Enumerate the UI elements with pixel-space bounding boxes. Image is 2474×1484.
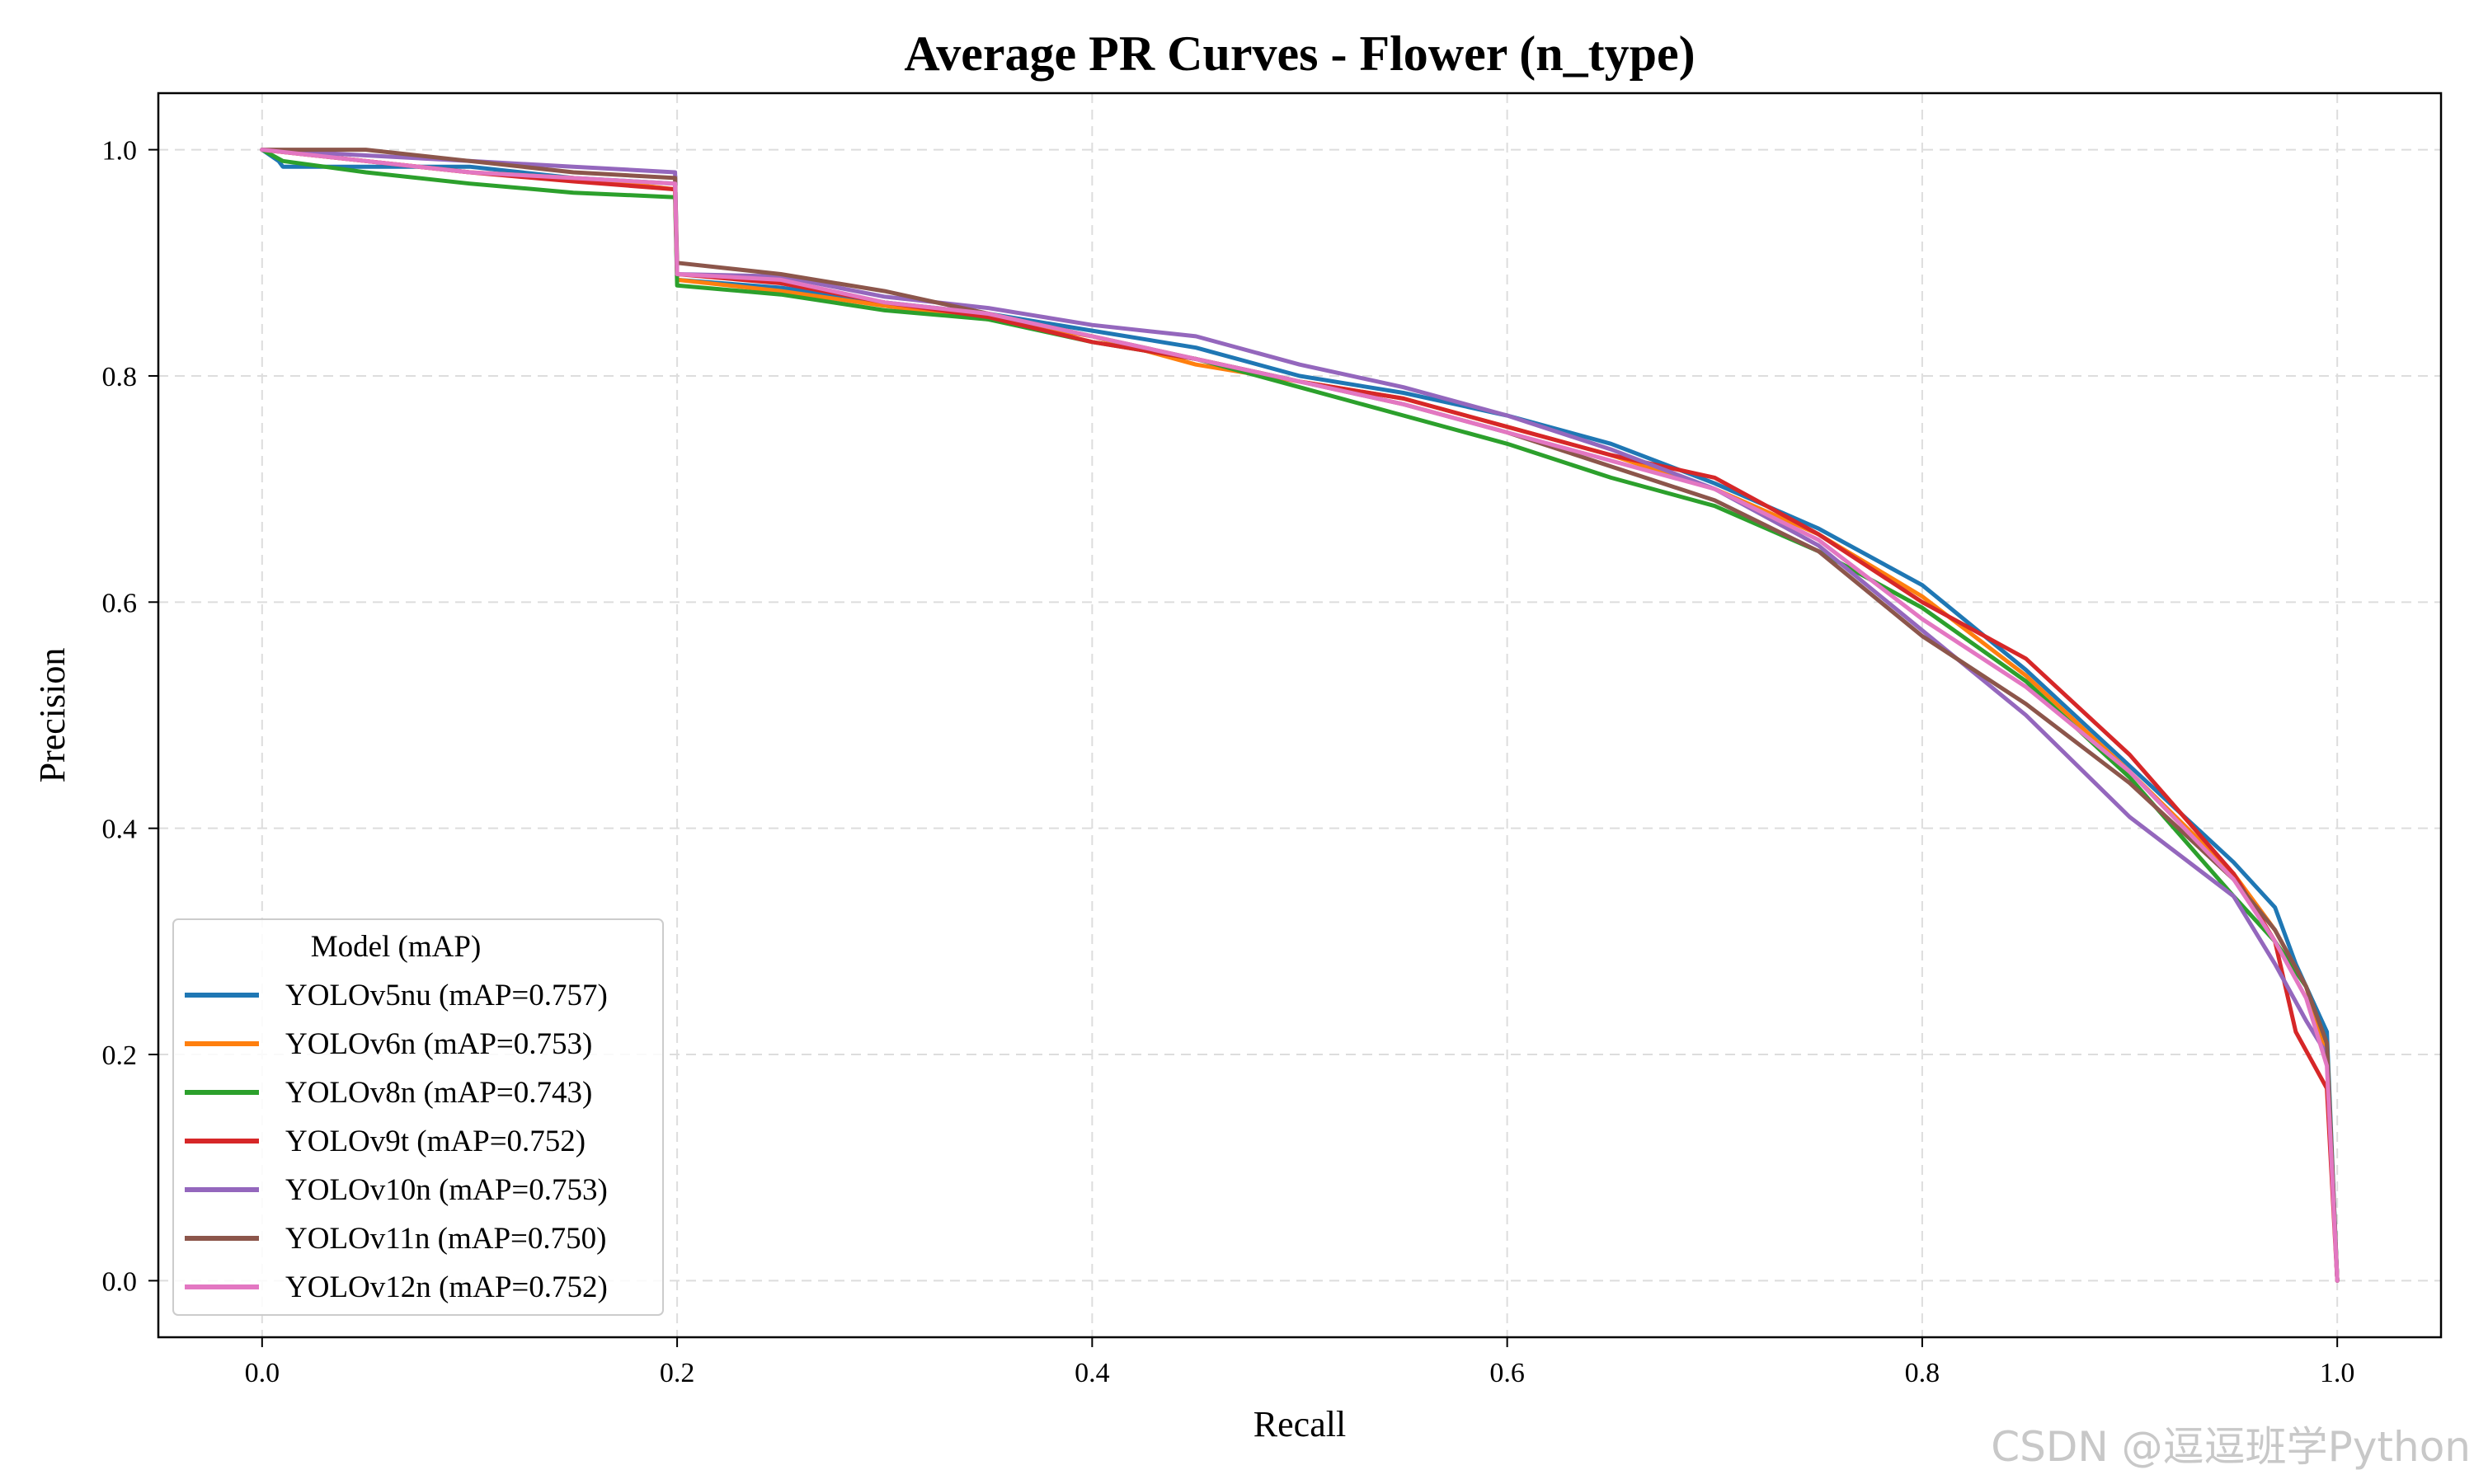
- series-line: [260, 148, 2340, 1283]
- legend-label: YOLOv11n (mAP=0.750): [285, 1222, 606, 1256]
- y-tick-label: 0.2: [102, 1040, 138, 1071]
- x-tick-label: 0.6: [1489, 1358, 1525, 1388]
- y-axis-title: Precision: [32, 648, 73, 783]
- x-tick-label: 1.0: [2320, 1358, 2355, 1388]
- x-tick-label: 0.2: [660, 1358, 695, 1388]
- x-tick-label: 0.4: [1075, 1358, 1110, 1388]
- legend-label: YOLOv8n (mAP=0.743): [285, 1076, 592, 1110]
- series-line: [260, 148, 2340, 1283]
- series-line: [260, 148, 2340, 1283]
- legend-label: YOLOv12n (mAP=0.752): [285, 1270, 608, 1304]
- chart-title: Average PR Curves - Flower (n_type): [904, 26, 1695, 81]
- legend-title: Model (mAP): [311, 930, 482, 964]
- legend-label: YOLOv6n (mAP=0.753): [285, 1027, 592, 1061]
- axis-ticks: 0.0 0.2 0.4 0.6 0.8 1.0 0.0 0.2 0.4 0.6 0.8 1.0: [102, 136, 2355, 1388]
- legend-box: [172, 918, 664, 1316]
- y-tick-label: 0.0: [102, 1266, 138, 1297]
- y-tick-label: 1.0: [102, 136, 138, 167]
- y-tick-label: 0.4: [102, 815, 138, 845]
- series-layer: [260, 148, 2340, 1283]
- y-tick-label: 0.6: [102, 588, 138, 618]
- legend-items: YOLOv5nu (mAP=0.757) YOLOv6n (mAP=0.753) Y…: [185, 979, 608, 1304]
- legend-label: YOLOv5nu (mAP=0.757): [285, 979, 608, 1012]
- legend-label: YOLOv10n (mAP=0.753): [285, 1173, 608, 1207]
- legend: Model (mAP) YOLOv5nu (mAP=0.757) YOLOv6n …: [172, 918, 664, 1316]
- x-tick-label: 0.8: [1905, 1358, 1940, 1388]
- x-tick-label: 0.0: [245, 1358, 280, 1388]
- x-axis-title: Recall: [1253, 1404, 1346, 1444]
- y-tick-label: 0.8: [102, 362, 138, 392]
- plot-frame: [157, 92, 2443, 1339]
- watermark: CSDN @逗逗班学Python: [1991, 1423, 2471, 1471]
- legend-label: YOLOv9t (mAP=0.752): [285, 1125, 586, 1158]
